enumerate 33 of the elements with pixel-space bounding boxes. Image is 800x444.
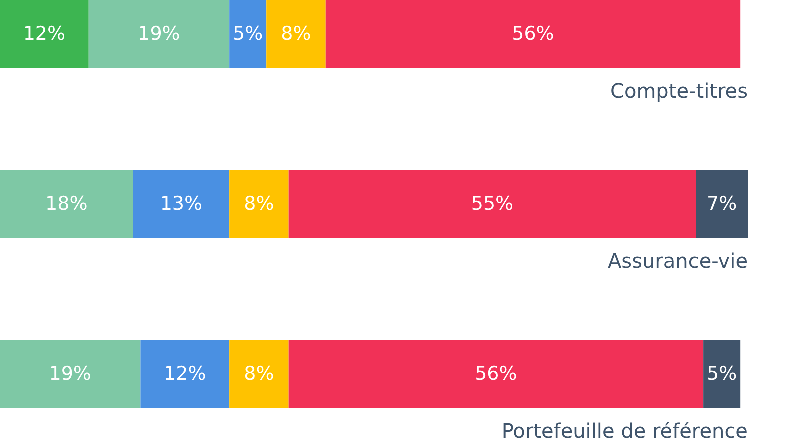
bar	[266, 0, 326, 68]
data-label: 5%	[233, 23, 264, 45]
data-label: 8%	[244, 193, 274, 215]
data-label: 18%	[46, 193, 88, 215]
bar	[133, 170, 230, 238]
bar	[230, 0, 267, 68]
data-label: 12%	[23, 23, 66, 45]
bar	[230, 340, 289, 408]
bar	[704, 340, 741, 408]
data-label: 55%	[471, 193, 514, 215]
bar	[0, 170, 134, 238]
bar	[140, 340, 230, 408]
data-label: 56%	[475, 363, 518, 385]
y-tick-label: Portefeuille de référence	[502, 419, 748, 443]
y-tick-label: Compte-titres	[610, 79, 748, 103]
data-label: 13%	[160, 193, 203, 215]
data-label: 56%	[512, 23, 554, 45]
data-label: 19%	[49, 363, 92, 385]
y-tick-label: Assurance-vie	[608, 249, 748, 273]
bar	[288, 340, 704, 408]
data-label: 5%	[707, 363, 738, 385]
data-label: 19%	[138, 23, 180, 45]
bar	[88, 0, 230, 68]
data-label: 8%	[281, 23, 312, 45]
data-label: 8%	[244, 363, 274, 385]
bar	[696, 170, 748, 238]
bar	[326, 0, 741, 68]
data-label: 12%	[164, 363, 206, 385]
data-label: 7%	[707, 193, 738, 215]
bar	[288, 170, 696, 238]
bar	[0, 340, 141, 408]
bar	[0, 0, 89, 68]
bar	[230, 170, 289, 238]
